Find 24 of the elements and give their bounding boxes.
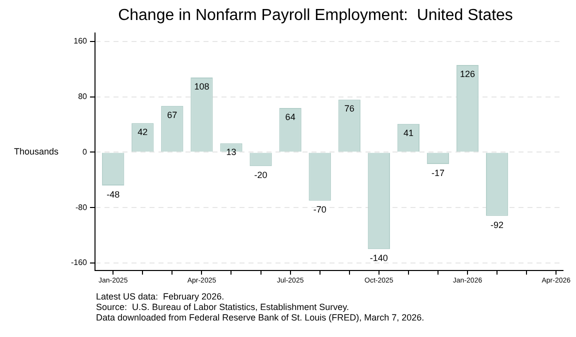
data-label: -48 xyxy=(106,189,120,200)
data-label: 13 xyxy=(226,147,236,158)
data-label: 41 xyxy=(403,128,414,138)
y-tick-label: -80 xyxy=(75,202,88,212)
data-label: -140 xyxy=(370,253,388,264)
y-tick-label: -160 xyxy=(70,258,88,268)
chart-title: Change in Nonfarm Payroll Employment: United States xyxy=(118,7,513,24)
y-tick-label: 0 xyxy=(82,147,88,156)
data-label: 76 xyxy=(344,104,354,114)
y-tick-label: 80 xyxy=(78,92,88,102)
data-label: -70 xyxy=(313,204,326,215)
y-axis-title: Thousands xyxy=(14,146,60,156)
data-label: -17 xyxy=(431,168,444,178)
data-label: 67 xyxy=(167,110,178,120)
data-label: -20 xyxy=(254,170,268,180)
data-label: 42 xyxy=(138,127,148,138)
data-label: 64 xyxy=(285,112,296,122)
data-label: -92 xyxy=(490,220,504,230)
text: Data downloaded from Federal Reserve Bank of St. Louis (FRED), March 7, 2026. xyxy=(96,312,424,323)
data-label: 126 xyxy=(460,69,476,80)
data-label: 108 xyxy=(194,81,210,92)
y-tick-label: 160 xyxy=(74,36,88,46)
text: Latest US data: February 2026. xyxy=(96,292,224,302)
source-note: Source: U.S. Bureau of Labor Statistics, Establishment Survey. xyxy=(96,302,349,312)
